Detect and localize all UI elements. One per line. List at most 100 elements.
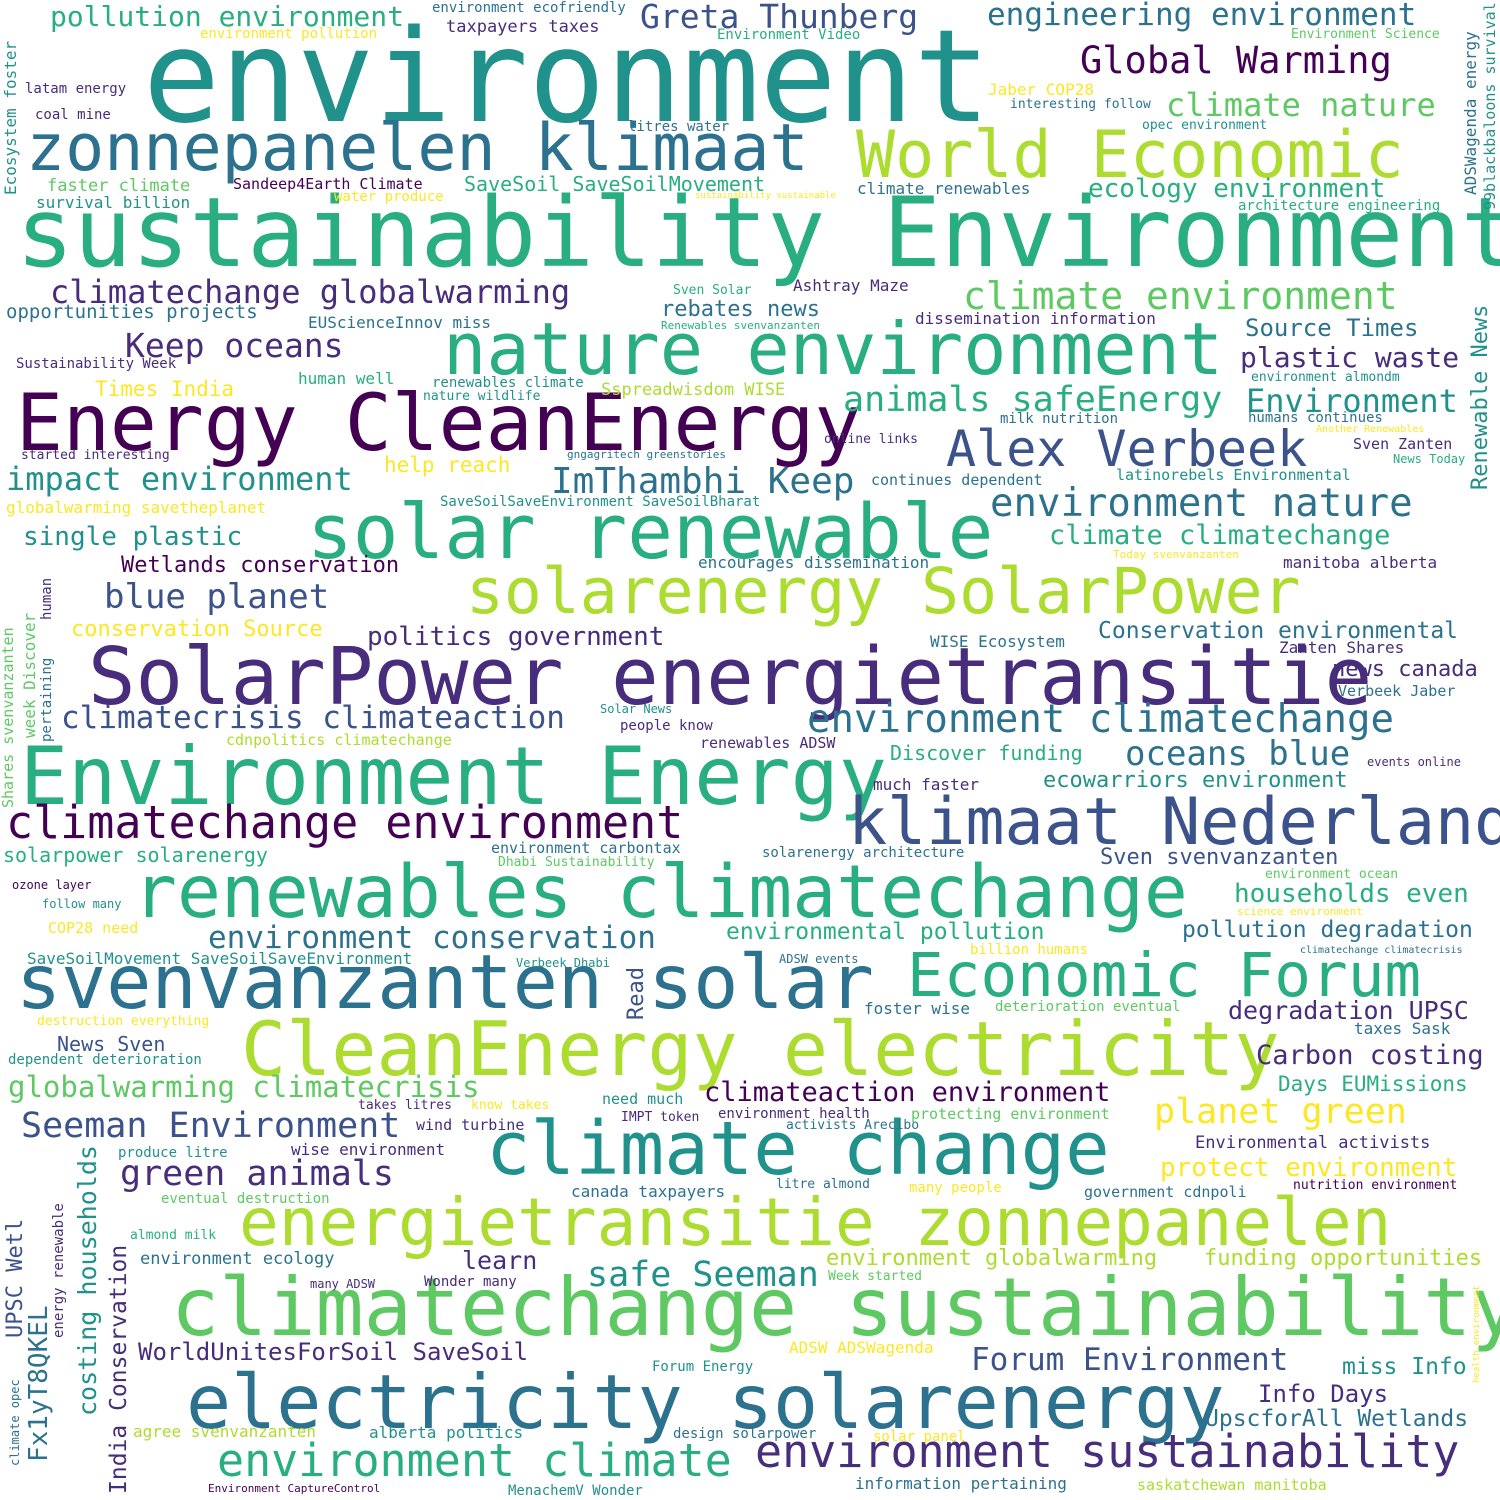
word-destruction-everything: destruction everything	[37, 1014, 210, 1029]
word-politics-government: politics government	[367, 622, 665, 652]
word-much-faster: much faster	[873, 775, 979, 794]
word-news-canada: news canada	[1332, 657, 1478, 682]
word-zonnepanelen-klimaat: zonnepanelen klimaat	[26, 111, 809, 186]
word-menachemv-wonder: MenachemV Wonder	[508, 1483, 643, 1499]
word-environment-video: Environment Video	[717, 27, 861, 43]
word-cdnpolitics-climatechange: cdnpolitics climatechange	[226, 731, 452, 749]
word-environment-nature: environment nature	[990, 481, 1413, 526]
word-discover-funding: Discover funding	[890, 741, 1083, 765]
word-cop28-need: COP28 need	[48, 919, 139, 937]
word-renewable-news-vertical: Renewable News	[1468, 304, 1493, 490]
word-climate-renewables: climate renewables	[857, 179, 1031, 198]
word-people-know: people know	[620, 718, 713, 734]
word-encourages-dissemination: encourages dissemination	[698, 553, 930, 572]
word-saskatchewan-manitoba: saskatchewan manitoba	[1137, 1476, 1327, 1494]
word-takes-litres: takes litres	[358, 1098, 452, 1113]
word-dissemination-information: dissemination information	[915, 309, 1156, 328]
word-environment: Environment	[1246, 382, 1458, 420]
word-fx1yt8qkel-vertical: Fx1yT8QKEL	[24, 1305, 54, 1462]
word-verbeek-dhabi: Verbeek Dhabi	[516, 956, 610, 970]
word-environment-sustainability: environment sustainability	[755, 1425, 1460, 1478]
word-single-plastic: single plastic	[23, 522, 243, 552]
word-solar-renewable: solar renewable	[307, 487, 994, 576]
word-world-economic: World Economic	[856, 118, 1404, 193]
word-sustainability-environment: sustainability Environment	[16, 177, 1500, 289]
word-alberta-politics: alberta politics	[369, 1423, 524, 1442]
word-savesoil-savesoilmovement: SaveSoil SaveSoilMovement	[464, 172, 766, 196]
word-green-animals: green animals	[120, 1154, 394, 1194]
word-forum-energy: Forum Energy	[652, 1359, 754, 1375]
word-sven-solar: Sven Solar	[673, 283, 752, 298]
word-environment-globalwarming: environment globalwarming	[826, 1246, 1158, 1271]
word-week-discover-vertical: week Discover	[20, 612, 39, 738]
word-households-even: households even	[1234, 879, 1469, 909]
word-online-links: online links	[824, 432, 918, 447]
word-india-conservation-vertical: India Conservation	[106, 1244, 132, 1494]
word-verbeek-jaber: Verbeek Jaber	[1338, 682, 1456, 700]
word-conservation-environmental: Conservation environmental	[1098, 618, 1459, 644]
word-environment: environment	[143, 3, 991, 152]
word-planet-green: planet green	[1154, 1092, 1407, 1132]
word-wise-ecosystem: WISE Ecosystem	[930, 632, 1065, 651]
word-need-much: need much	[602, 1090, 684, 1108]
word-dependent-deterioration: dependent deterioration	[8, 1052, 202, 1068]
word-klimaat-nederland: klimaat Nederland	[848, 785, 1500, 860]
word-source-times: Source Times	[1245, 314, 1419, 342]
word-interesting-follow: interesting follow	[1010, 97, 1151, 112]
word-greta-thunberg: Greta Thunberg	[640, 0, 919, 36]
word-ecology-environment: ecology environment	[1088, 174, 1386, 204]
word-taxpayers-taxes: taxpayers taxes	[446, 17, 600, 37]
word-canada-taxpayers: canada taxpayers	[571, 1182, 726, 1201]
word-started-interesting: started interesting	[21, 448, 170, 463]
word-solarenergy-architecture: solarenergy architecture	[762, 845, 965, 861]
word-ashtray-maze: Ashtray Maze	[793, 276, 909, 295]
word-wise-environment: wise environment	[291, 1140, 446, 1159]
word-news-sven: News Sven	[57, 1032, 166, 1056]
word-litres-water: litres water	[628, 119, 730, 135]
word-renewables-climate: renewables climate	[432, 375, 584, 391]
word-news-today: News Today	[1393, 452, 1466, 466]
word-keep-oceans: Keep oceans	[125, 326, 344, 365]
word-environment-climatechange: environment climatechange	[807, 697, 1394, 742]
word-many-adsw: many ADSW	[310, 1277, 376, 1291]
word-cleanenergy-electricity: CleanEnergy electricity	[241, 1005, 1280, 1093]
word-opec-environment: opec environment	[1142, 118, 1268, 133]
word-ecosystem-foster-vertical: Ecosystem foster	[1, 40, 20, 195]
word-ozone-layer: ozone layer	[12, 878, 92, 892]
word-savesoilmovement-savesoilsaveenvironment: SaveSoilMovement SaveSoilSaveEnvironment	[27, 949, 413, 968]
word-imthambhi-keep: ImThambhi Keep	[551, 461, 855, 502]
word-environment-ecology: environment ecology	[140, 1249, 335, 1269]
word-human-vertical: human	[39, 577, 55, 620]
word-protecting-environment: protecting environment	[911, 1105, 1110, 1123]
word-today-svenvanzanten: Today svenvanzanten	[1113, 548, 1239, 561]
word-shares-svenvanzanten-vertical: Shares svenvanzanten	[0, 627, 17, 808]
word-climatechange-globalwarming: climatechange globalwarming	[50, 273, 571, 311]
word-renewables-svenvanzanten: Renewables svenvanzanten	[661, 319, 820, 332]
word-adsw-adswagenda: ADSW ADSWagenda	[789, 1338, 934, 1357]
word-climateaction-environment: climateaction environment	[704, 1077, 1111, 1108]
word-environment-carbontax: environment carbontax	[491, 839, 681, 857]
word-environment-climate: environment climate	[217, 1434, 732, 1487]
word-environment-almondm: environment almondm	[1251, 370, 1400, 385]
word-animals-safeenergy: animals safeEnergy	[843, 380, 1223, 420]
word-funding-opportunities: funding opportunities	[1204, 1246, 1483, 1271]
word-global-warming: Global Warming	[1080, 39, 1392, 82]
word-nature-wildlife: nature wildlife	[423, 389, 541, 404]
word-globalwarming-savetheplanet: globalwarming savetheplanet	[6, 498, 267, 517]
word-days-eumissions: Days EUMissions	[1278, 1072, 1468, 1096]
word-jaber-cop28: Jaber COP28	[988, 80, 1094, 99]
word-carbon-costing: Carbon costing	[1256, 1040, 1484, 1071]
word-health-environment-vertical: health environment	[1472, 1285, 1482, 1383]
word-environment-science: Environment Science	[1291, 27, 1440, 42]
word-design-solarpower: design solarpower	[673, 1426, 817, 1442]
word-produce-litre: produce litre	[118, 1145, 228, 1161]
word-ecowarriors-environment: ecowarriors environment	[1043, 768, 1348, 793]
word-human-well: human well	[298, 369, 395, 388]
word-coal-mine: coal mine	[35, 107, 111, 123]
word-dhabi-sustainability: Dhabi Sustainability	[498, 855, 655, 870]
word-solarpower-energietransitie: SolarPower energietransitie	[88, 631, 1373, 723]
word-seeman-environment: Seeman Environment	[21, 1106, 401, 1146]
word-sspreadwisdom-wise: Sspreadwisdom WISE	[601, 380, 786, 400]
word-milk-nutrition: milk nutrition	[1000, 411, 1119, 427]
word-climatechange-climatecrisis: climatechange climatecrisis	[1300, 945, 1463, 956]
